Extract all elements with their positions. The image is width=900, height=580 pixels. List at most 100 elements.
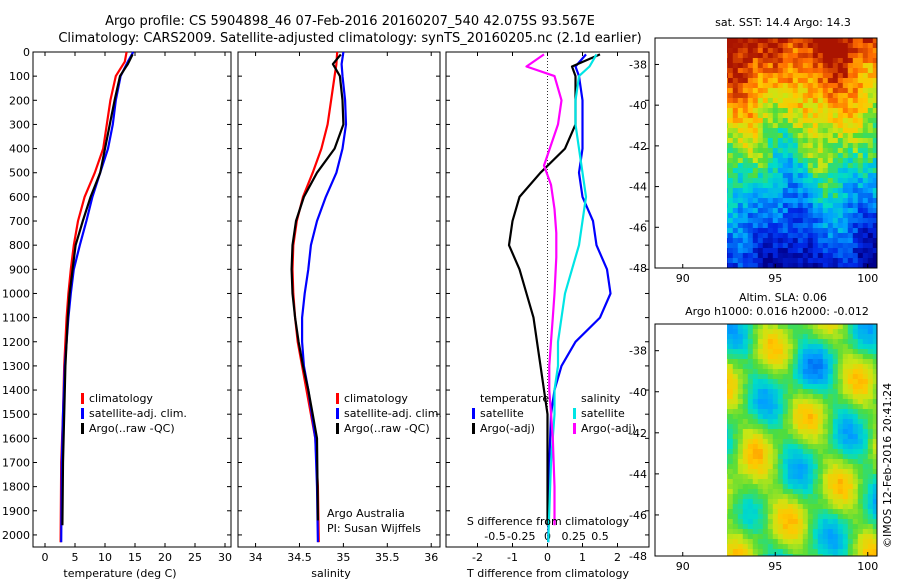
map-cell: [817, 238, 824, 244]
map-cell: [827, 113, 834, 119]
map-cell: [787, 58, 794, 64]
map-cell: [842, 534, 849, 540]
map-cell: [787, 549, 794, 555]
map-cell: [737, 434, 744, 440]
map-cell: [742, 118, 749, 124]
map-cell: [817, 429, 824, 435]
map-cell: [847, 484, 854, 490]
map-cell: [737, 369, 744, 375]
map-cell: [842, 88, 849, 94]
map-cell: [797, 479, 804, 485]
map-cell: [767, 419, 774, 425]
map-cell: [747, 459, 754, 465]
map-cell: [862, 223, 869, 229]
map-cell: [727, 203, 734, 209]
map-cell: [787, 178, 794, 184]
map-cell: [747, 554, 754, 556]
map-cell: [792, 113, 799, 119]
map-cell: [757, 534, 764, 540]
map-cell: [797, 118, 804, 124]
map-cell: [812, 434, 819, 440]
map-cell: [817, 173, 824, 179]
map-cell: [822, 449, 829, 455]
map-cell: [737, 203, 744, 209]
map-cell: [752, 208, 759, 214]
map-cell: [857, 143, 864, 149]
map-cell: [827, 339, 834, 345]
map-cell: [837, 434, 844, 440]
map-cell: [787, 83, 794, 89]
map-cell: [767, 138, 774, 144]
map-cell: [762, 68, 769, 74]
map-cell: [777, 454, 784, 460]
map-cell: [872, 218, 877, 224]
map-cell: [757, 223, 764, 229]
map-cell: [737, 163, 744, 169]
map-cell: [752, 173, 759, 179]
t-difference-axis-label: T difference from climatology: [466, 567, 629, 580]
map-cell: [762, 38, 769, 44]
map-cell: [792, 554, 799, 556]
map-cell: [832, 349, 839, 355]
map-cell: [787, 73, 794, 79]
map-cell: [787, 128, 794, 134]
map-cell: [757, 509, 764, 515]
map-cell: [742, 544, 749, 550]
map-cell: [732, 529, 739, 535]
map-cell: [797, 203, 804, 209]
map-cell: [787, 253, 794, 259]
map-cell: [732, 158, 739, 164]
map-cell: [817, 424, 824, 430]
map-cell: [737, 454, 744, 460]
map-cell: [847, 173, 854, 179]
map-cell: [742, 123, 749, 129]
map-cell: [747, 218, 754, 224]
map-cell: [832, 48, 839, 54]
map-cell: [777, 48, 784, 54]
map-cell: [757, 73, 764, 79]
map-cell: [732, 148, 739, 154]
map-cell: [737, 514, 744, 520]
map-cell: [812, 499, 819, 505]
map-cell: [797, 208, 804, 214]
map-cell: [732, 183, 739, 189]
map-cell: [787, 429, 794, 435]
map-cell: [847, 158, 854, 164]
map-cell: [747, 404, 754, 410]
map-cell: [767, 188, 774, 194]
map-cell: [797, 334, 804, 340]
map-cell: [787, 359, 794, 365]
map-cell: [842, 73, 849, 79]
map-cell: [727, 213, 734, 219]
map-cell: [817, 394, 824, 400]
map-cell: [862, 529, 869, 535]
map-cell: [867, 384, 874, 390]
map-cell: [847, 78, 854, 84]
map-cell: [782, 43, 789, 49]
map-cell: [817, 118, 824, 124]
map-cell: [757, 449, 764, 455]
map-cell: [827, 258, 834, 264]
map-cell: [847, 98, 854, 104]
map-cell: [847, 549, 854, 555]
map-cell: [832, 143, 839, 149]
map-cell: [752, 98, 759, 104]
map-cell: [782, 439, 789, 445]
map-cell: [772, 68, 779, 74]
map-cell: [832, 514, 839, 520]
map-cell: [772, 379, 779, 385]
map-cell: [772, 334, 779, 340]
map-cell: [862, 439, 869, 445]
map-cell: [742, 344, 749, 350]
map-cell: [867, 479, 874, 485]
map-cell: [802, 118, 809, 124]
map-cell: [747, 163, 754, 169]
map-y-tick-label: -42: [629, 140, 647, 153]
map-cell: [777, 499, 784, 505]
map-y-tick-label: -42: [629, 427, 647, 440]
map-cell: [757, 369, 764, 375]
legend-label: satellite: [480, 407, 524, 420]
map-cell: [792, 78, 799, 84]
map-cell: [802, 68, 809, 74]
map-cell: [862, 178, 869, 184]
